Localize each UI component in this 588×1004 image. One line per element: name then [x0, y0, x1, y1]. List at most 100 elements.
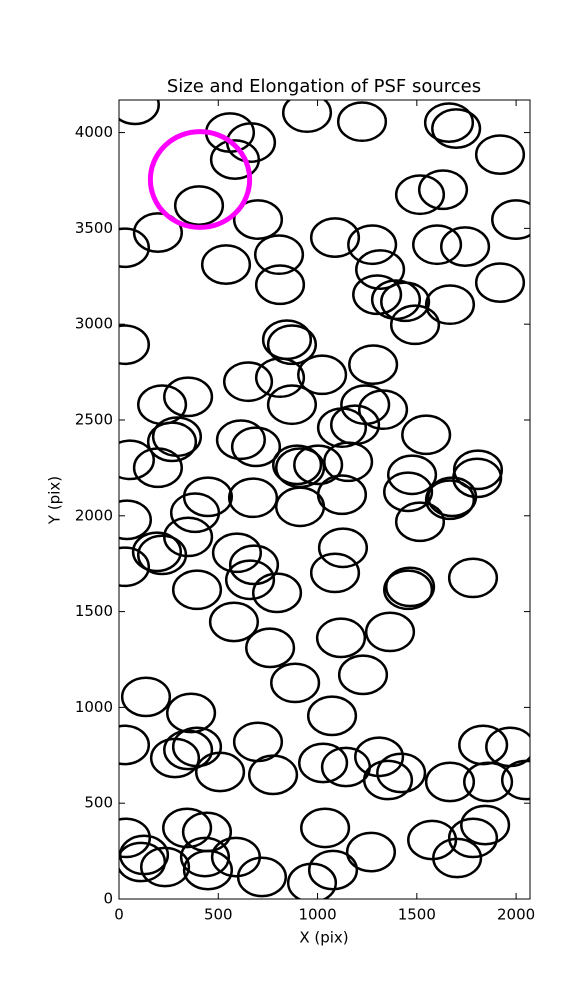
psf-source [171, 569, 223, 611]
psf-source [119, 439, 155, 481]
psf-source [270, 662, 321, 704]
psf-source [307, 849, 359, 891]
psf-source [364, 611, 416, 653]
psf-source [412, 224, 463, 266]
chart-title: Size and Elongation of PSF sources [167, 76, 481, 97]
psf-source [119, 817, 152, 859]
psf-source [424, 479, 476, 521]
psf-source [119, 841, 167, 883]
psf-source [247, 754, 299, 796]
psf-source [345, 831, 397, 873]
y-tick-label: 3000 [75, 315, 113, 333]
psf-source [383, 569, 434, 611]
x-axis-label: X (pix) [299, 929, 348, 947]
psf-source [137, 534, 188, 576]
psf-source [362, 759, 414, 801]
psf-source [424, 761, 476, 803]
psf-source [357, 389, 409, 431]
psf-source [275, 486, 326, 528]
psf-source [227, 477, 279, 519]
psf-source [347, 224, 398, 266]
psf-source [306, 695, 358, 737]
x-tick-label: 2000 [497, 906, 535, 924]
psf-source [208, 601, 260, 643]
psf-source [179, 836, 231, 878]
x-tick-label: 1500 [398, 906, 436, 924]
psf-source [336, 101, 388, 143]
psf-source [452, 457, 503, 499]
psf-source [389, 304, 441, 346]
y-tick-label: 1500 [75, 602, 113, 620]
x-tick-label: 500 [204, 906, 233, 924]
x-tick-label: 0 [114, 906, 124, 924]
psf-source [500, 759, 530, 801]
psf-source [132, 212, 183, 254]
y-tick-label: 2500 [75, 410, 113, 428]
psf-source [474, 262, 526, 304]
psf-source [139, 846, 191, 888]
y-tick-label: 4000 [75, 123, 113, 141]
psf-source [384, 566, 436, 608]
psf-source [352, 274, 403, 316]
psf-source [163, 376, 214, 418]
psf-source [254, 357, 306, 399]
psf-source [119, 499, 153, 541]
psf-source [491, 199, 530, 240]
x-tick-label: 1000 [298, 906, 336, 924]
psf-source [394, 174, 446, 216]
psf-source [194, 751, 246, 793]
psf-source [417, 169, 469, 211]
psf-source [380, 281, 431, 323]
psf-source [323, 441, 374, 483]
psf-source [209, 139, 261, 181]
psf-source [215, 419, 266, 461]
psf-source [173, 185, 225, 226]
y-axis-label: Y (pix) [46, 476, 64, 525]
psf-source [286, 862, 338, 899]
psf-source [120, 676, 172, 718]
psf-source [253, 234, 305, 276]
psf-source [162, 807, 213, 849]
psf-source [132, 447, 183, 489]
psf-source [131, 531, 182, 573]
psf-source [298, 742, 349, 784]
psf-source [315, 617, 367, 659]
psf-source [119, 324, 151, 366]
psf-source [317, 527, 369, 569]
psf-source [337, 654, 389, 696]
psf-source [272, 444, 323, 486]
psf-source [383, 471, 434, 513]
psf-source [266, 384, 318, 426]
psf-source [200, 244, 252, 286]
plot-area [119, 100, 530, 899]
psf-source [309, 217, 361, 258]
psf-source [293, 444, 344, 486]
psf-source [169, 492, 221, 534]
psf-source [300, 807, 351, 849]
psf-source [423, 102, 475, 144]
psf-source [230, 426, 282, 468]
psf-source [251, 572, 303, 614]
psf-source [460, 804, 511, 846]
y-tick-label: 3500 [75, 219, 113, 237]
psf-source [245, 627, 296, 669]
psf-source [354, 736, 405, 778]
highlight-circle [147, 129, 253, 230]
psf-source [394, 501, 446, 543]
psf-source [355, 249, 406, 290]
psf-source [386, 454, 438, 496]
psf-source [439, 226, 491, 267]
psf-source [119, 724, 151, 766]
psf-source [348, 344, 399, 386]
psf-source [146, 421, 198, 463]
psf-source [232, 199, 284, 240]
psf-source [297, 354, 348, 396]
psf-source [376, 752, 427, 794]
psf-source [163, 729, 214, 771]
psf-source [222, 361, 274, 403]
psf-source [211, 532, 263, 574]
y-tick-label: 500 [84, 794, 113, 812]
psf-source [424, 284, 476, 326]
psf-source [474, 134, 526, 176]
